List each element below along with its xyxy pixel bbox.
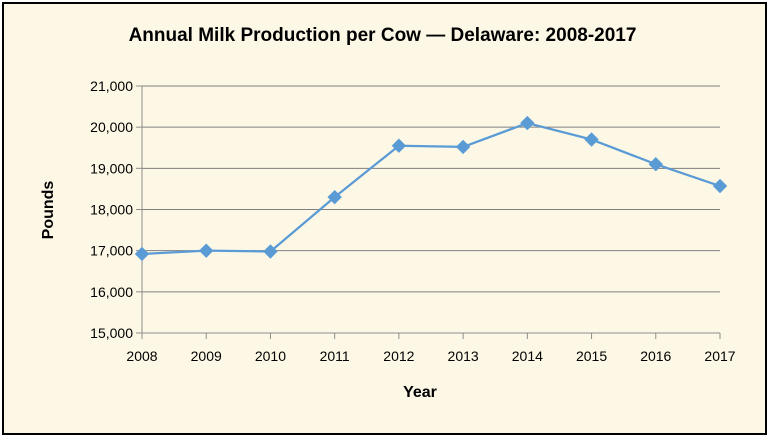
y-tick-label: 21,000 bbox=[90, 78, 133, 94]
series-layer bbox=[134, 115, 728, 262]
data-point-marker bbox=[263, 244, 278, 259]
x-axis-title: Year bbox=[403, 384, 437, 401]
y-tick-labels: 15,000 16,000 17,000 18,000 19,000 20,000 21,0… bbox=[90, 78, 133, 341]
x-tick-label: 2014 bbox=[512, 348, 543, 364]
x-tick-label: 2009 bbox=[191, 348, 222, 364]
x-tick-labels: 2008 2009 2010 2011 2012 2013 2014 2015 2016 2017 bbox=[126, 348, 735, 364]
axes bbox=[136, 85, 721, 339]
data-point-marker bbox=[134, 246, 150, 262]
series-line bbox=[141, 121, 721, 256]
x-tick-label: 2012 bbox=[383, 348, 414, 364]
y-tick-label: 15,000 bbox=[90, 325, 133, 341]
data-point-marker bbox=[327, 189, 342, 205]
y-axis-title: Pounds bbox=[40, 181, 57, 240]
data-point-marker bbox=[199, 243, 214, 258]
data-point-marker bbox=[712, 178, 728, 194]
data-point-marker bbox=[648, 157, 663, 172]
y-tick-label: 17,000 bbox=[90, 243, 133, 259]
x-tick-label: 2011 bbox=[320, 348, 350, 364]
chart-title: Annual Milk Production per Cow — Delawar… bbox=[128, 25, 637, 46]
gridlines bbox=[142, 85, 720, 293]
data-point-marker bbox=[455, 139, 471, 155]
x-tick-label: 2013 bbox=[448, 348, 479, 364]
data-point-marker bbox=[391, 138, 407, 153]
x-tick-label: 2017 bbox=[704, 348, 735, 364]
data-point-marker bbox=[520, 115, 535, 131]
y-tick-label: 16,000 bbox=[90, 284, 133, 300]
x-tick-label: 2016 bbox=[640, 348, 671, 364]
x-tick-label: 2015 bbox=[576, 348, 607, 364]
x-tick-label: 2008 bbox=[126, 348, 157, 364]
y-tick-label: 20,000 bbox=[90, 119, 133, 135]
data-point-marker bbox=[584, 132, 599, 147]
y-tick-label: 18,000 bbox=[90, 202, 133, 218]
x-tick-label: 2010 bbox=[255, 348, 286, 364]
y-tick-label: 19,000 bbox=[90, 160, 133, 176]
